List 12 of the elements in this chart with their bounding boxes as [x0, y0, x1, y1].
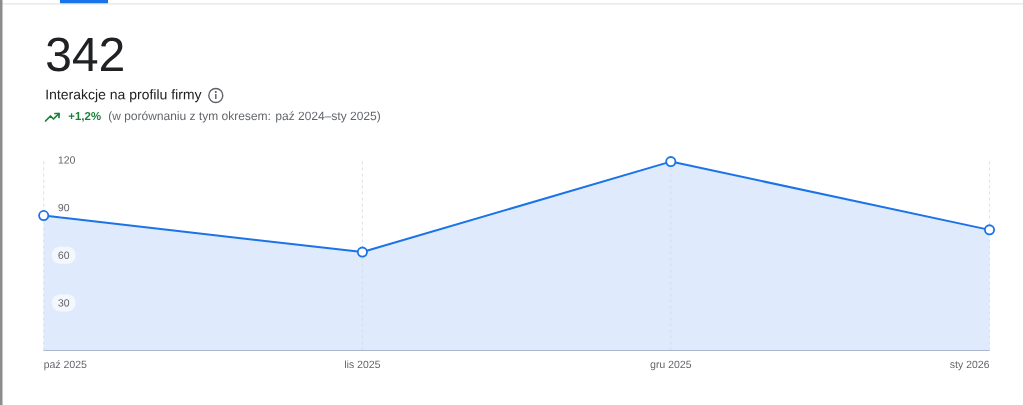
y-tick-label: 30: [58, 299, 70, 307]
y-tick-label: 90: [58, 203, 70, 212]
x-tick-label: lis 2025: [345, 360, 381, 369]
text: +1,2%: [68, 111, 101, 122]
y-tick-label: 120: [58, 156, 75, 164]
x-tick-label: sty 2026: [950, 360, 990, 371]
y-tick-label: 60: [58, 251, 70, 259]
x-tick-label: gru 2025: [650, 360, 692, 371]
chart-subtitle: (w porównaniu z tym okresem: paź 2024–sty 2025): [108, 111, 380, 123]
x-tick-label: paź 2025: [44, 360, 87, 371]
text: 342: [47, 37, 123, 72]
chart-title: Interakcje na profilu firmy: [46, 89, 202, 103]
